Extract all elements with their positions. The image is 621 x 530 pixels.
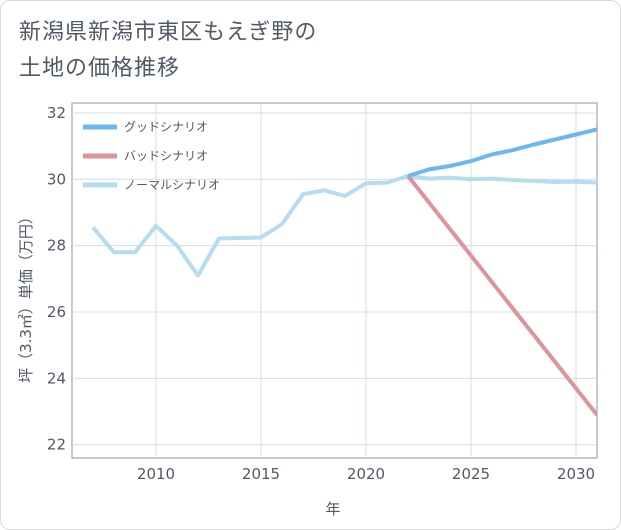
legend-label: バッドシナリオ: [124, 149, 208, 163]
legend-label: ノーマルシナリオ: [124, 178, 220, 192]
y-tick-label: 24: [47, 369, 66, 387]
y-axis-label: 坪（3.3㎡）単価（万円）: [17, 209, 35, 383]
series-line-1: [406, 174, 597, 417]
x-tick-label: 2010: [137, 465, 175, 483]
y-tick-label: 30: [47, 170, 66, 188]
y-tick-label: 26: [47, 303, 66, 321]
title-line-1: 新潟県新潟市東区もえぎ野の: [19, 20, 318, 45]
chart-title: 新潟県新潟市東区もえぎ野の 土地の価格推移: [19, 15, 579, 87]
y-tick-label: 28: [47, 237, 66, 255]
y-tick-label: 22: [47, 436, 66, 454]
x-tick-label: 2015: [242, 465, 280, 483]
legend-label: グッドシナリオ: [124, 120, 208, 134]
x-tick-label: 2025: [452, 465, 490, 483]
series-line-2: [91, 174, 597, 278]
tick-labels: 22 24 26 28 30 32 2010 2015 2020 2025 2030: [47, 104, 595, 483]
x-axis-label: 年: [325, 500, 340, 518]
plot-frame: [71, 102, 598, 459]
plot-area: [91, 127, 597, 417]
title-line-2: 土地の価格推移: [19, 56, 181, 81]
x-tick-label: 2030: [557, 465, 595, 483]
x-tick-label: 2020: [347, 465, 385, 483]
series-line-0: [407, 127, 597, 178]
y-tick-label: 32: [47, 104, 66, 122]
